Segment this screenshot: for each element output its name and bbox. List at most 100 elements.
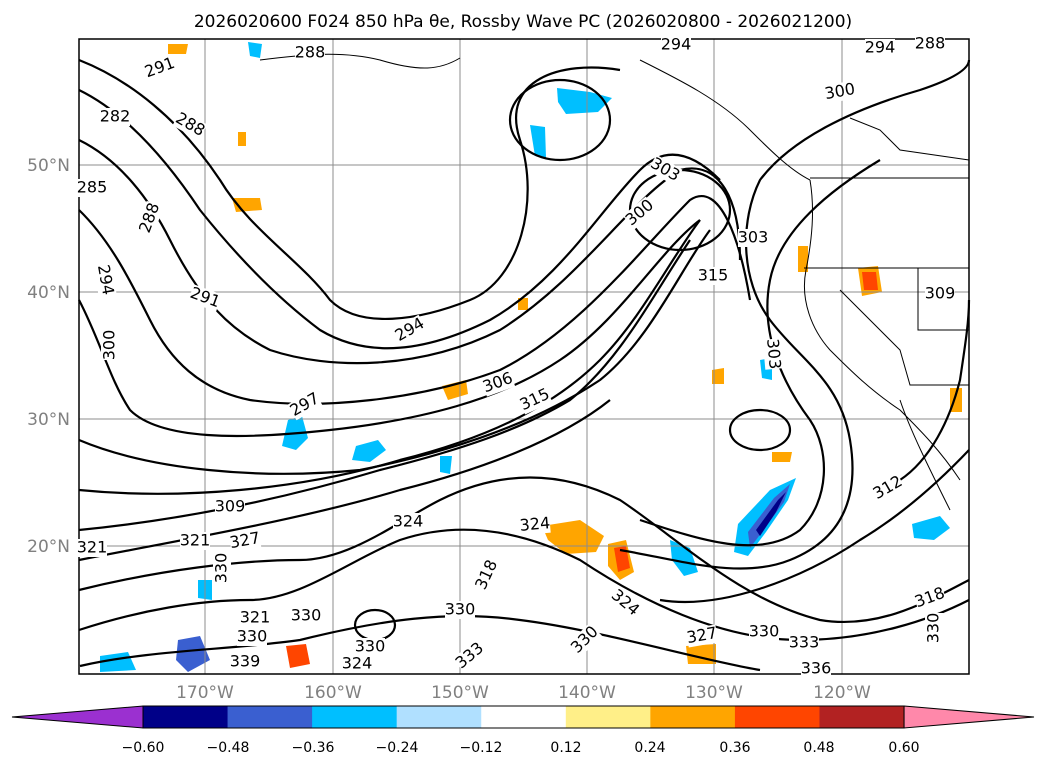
colorbar-tick-label: −0.36 bbox=[292, 740, 335, 756]
contour-label-halo bbox=[180, 532, 210, 550]
negative-anomaly-patch bbox=[670, 540, 698, 576]
negative-anomaly-patch bbox=[912, 516, 950, 540]
lon-label-160w: 160°W bbox=[304, 683, 362, 703]
contour-label-halo bbox=[698, 267, 728, 285]
state-border bbox=[839, 289, 969, 386]
colorbar-tick-label: 0.36 bbox=[719, 740, 750, 756]
contour-label-halo bbox=[355, 638, 385, 656]
map-panel: 2912882822882852882942913002942973063153… bbox=[27, 34, 971, 703]
contour-label-halo bbox=[647, 154, 683, 186]
contour-label-halo bbox=[93, 263, 117, 297]
colorbar-tick-label: −0.60 bbox=[122, 740, 165, 756]
contour-label-halo bbox=[685, 624, 719, 648]
contour-label-halo bbox=[789, 634, 819, 652]
contour-label: 330 bbox=[445, 600, 476, 619]
contour-label: 321 bbox=[240, 608, 271, 627]
contour-label: 324 bbox=[519, 513, 551, 535]
negative-anomaly-patch bbox=[440, 456, 452, 474]
contour-label: 324 bbox=[393, 512, 424, 531]
positive-anomaly-core bbox=[614, 546, 630, 572]
colorbar-frame bbox=[142, 705, 905, 729]
colorbar-bin bbox=[481, 706, 567, 728]
contour-label-halo bbox=[738, 229, 768, 247]
contour-loop bbox=[728, 408, 792, 452]
contour-label: 294 bbox=[865, 38, 896, 57]
contour-label: 330 bbox=[212, 553, 231, 584]
contour-label-halo bbox=[865, 39, 895, 57]
contour-label-halo bbox=[762, 338, 784, 370]
contour-label-halo bbox=[240, 609, 270, 627]
contour-label: 315 bbox=[698, 266, 729, 285]
contour-label: 288 bbox=[295, 43, 326, 62]
negative-anomaly-patch bbox=[176, 636, 210, 672]
lat-label-40n: 40°N bbox=[27, 283, 70, 303]
contour-label: 330 bbox=[291, 606, 322, 625]
colorbar-tick-labels: −0.60 −0.48 −0.36 −0.24 −0.12 0.12 0.24 … bbox=[122, 740, 920, 756]
contour-line bbox=[78, 399, 611, 562]
colorbar-bin bbox=[312, 706, 398, 728]
contour-line bbox=[79, 614, 761, 672]
colorbar-tick-label: 0.48 bbox=[803, 740, 834, 756]
contour-line bbox=[78, 89, 721, 350]
contour-line bbox=[78, 528, 970, 642]
alaska-panhandle-coast bbox=[639, 59, 811, 181]
colorbar-tick-label: −0.48 bbox=[207, 740, 250, 756]
contour-label-halo bbox=[136, 200, 164, 236]
contour-label: 321 bbox=[77, 538, 108, 557]
contour-label-halo bbox=[228, 529, 262, 553]
contour-label: 300 bbox=[100, 330, 119, 361]
colorbar-tick-label: 0.12 bbox=[550, 740, 581, 756]
contour-label-halo bbox=[915, 35, 945, 53]
figure-title: 2026020600 F024 850 hPa θe, Rossby Wave … bbox=[194, 12, 852, 32]
contour-label: 294 bbox=[661, 35, 692, 54]
colorbar-bin bbox=[650, 706, 736, 728]
contour-label-halo bbox=[393, 513, 423, 531]
contour-line bbox=[78, 58, 621, 321]
contour-line bbox=[659, 449, 970, 604]
anomaly-shading bbox=[100, 42, 962, 672]
contour-label-halo bbox=[215, 498, 245, 516]
contour-label-halo bbox=[142, 54, 178, 82]
contour-label: 333 bbox=[789, 633, 820, 652]
contour-label-halo bbox=[622, 196, 658, 230]
contour-label: 282 bbox=[100, 107, 131, 126]
contour-line bbox=[78, 476, 970, 624]
contour-label-halo bbox=[568, 623, 602, 657]
theta-e-contours bbox=[78, 58, 971, 672]
contour-label: 309 bbox=[925, 284, 956, 303]
contour-label: 339 bbox=[230, 652, 261, 671]
colorbar-bin bbox=[227, 706, 313, 728]
contour-label: 330 bbox=[749, 622, 780, 641]
contour-label-halo bbox=[823, 80, 857, 104]
contour-label-halo bbox=[342, 655, 372, 673]
positive-anomaly-core bbox=[862, 272, 878, 290]
contour-label-halo bbox=[925, 285, 955, 303]
colorbar-tick-label: 0.24 bbox=[634, 740, 665, 756]
negative-anomaly-patch bbox=[352, 440, 386, 462]
contour-label-halo bbox=[287, 389, 323, 421]
colorbar-bin bbox=[565, 706, 651, 728]
contour-label: 324 bbox=[342, 654, 373, 673]
negative-anomaly-core bbox=[756, 492, 786, 536]
map-frame bbox=[78, 38, 970, 675]
contour-line bbox=[619, 59, 971, 570]
colorbar-bin bbox=[734, 706, 820, 728]
contour-label-halo bbox=[101, 330, 119, 360]
north-america-west-coast bbox=[803, 179, 961, 481]
baja-coast bbox=[899, 399, 951, 511]
contour-label: 285 bbox=[77, 178, 108, 197]
contour-label-halo bbox=[187, 284, 223, 312]
contour-label-halo bbox=[445, 601, 475, 619]
contour-line bbox=[78, 219, 701, 438]
contour-label-halo bbox=[801, 660, 831, 678]
contour-label-halo bbox=[912, 584, 948, 612]
contour-line bbox=[78, 239, 691, 532]
contour-label-halo bbox=[77, 179, 107, 197]
contour-label-halo bbox=[237, 628, 267, 646]
contour-label-halo bbox=[295, 44, 325, 62]
positive-anomaly-patch bbox=[712, 368, 724, 384]
colorbar-bin bbox=[396, 706, 482, 728]
contour-label: 321 bbox=[180, 531, 211, 550]
colorbar-tick-label: 0.60 bbox=[888, 740, 919, 756]
